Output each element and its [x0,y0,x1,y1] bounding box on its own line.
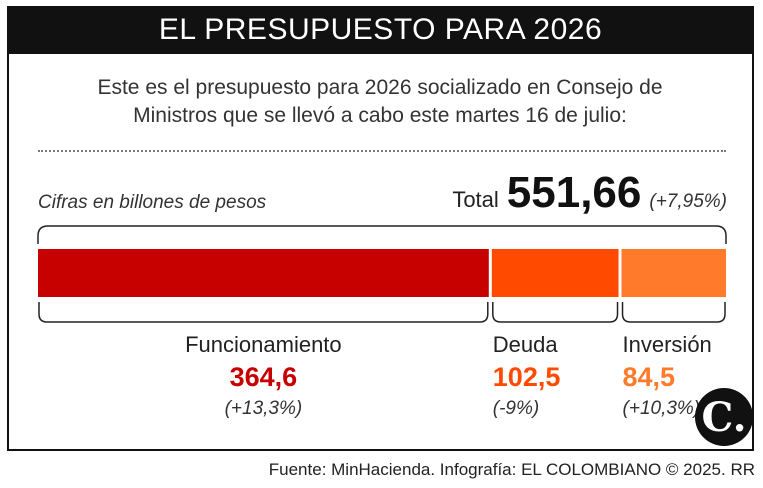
category-label-deuda: Deuda [492,332,558,357]
dotted-divider [38,150,726,152]
units-note: Cifras en billones de pesos [38,192,267,213]
brace-deuda [492,302,619,323]
total-value: 551,66 [506,168,642,217]
category-change-deuda: (-9%) [492,398,540,419]
total-brace [37,225,727,244]
total-label: Total [452,187,499,212]
brace-funcionamiento [38,302,489,323]
category-label-funcionamiento: Funcionamiento [185,332,342,357]
category-value-funcionamiento: 364,6 [229,362,298,392]
bar-segment-funcionamiento [38,249,489,297]
category-change-funcionamiento: (+13,3%) [224,398,303,419]
category-change-inversion: (+10,3%) [622,398,701,419]
category-label-inversion: Inversión [622,332,712,357]
source-credit: Fuente: MinHacienda. Infografía: EL COLO… [268,460,755,479]
total-block: Total 551,66 (+7,95%) [452,168,727,218]
intro-text: Este es el presupuesto para 2026 sociali… [97,76,663,127]
page-title: EL PRESUPUESTO PARA 2026 [7,6,754,54]
bar-segment-deuda [491,249,619,297]
el-colombiano-logo: C. [695,388,753,446]
category-value-inversion: 84,5 [622,362,676,392]
bar-segment-inversion [621,249,726,297]
brace-inversion [621,302,726,323]
infographic-frame [7,6,754,451]
category-value-deuda: 102,5 [492,362,561,392]
total-change: (+7,95%) [649,191,727,212]
